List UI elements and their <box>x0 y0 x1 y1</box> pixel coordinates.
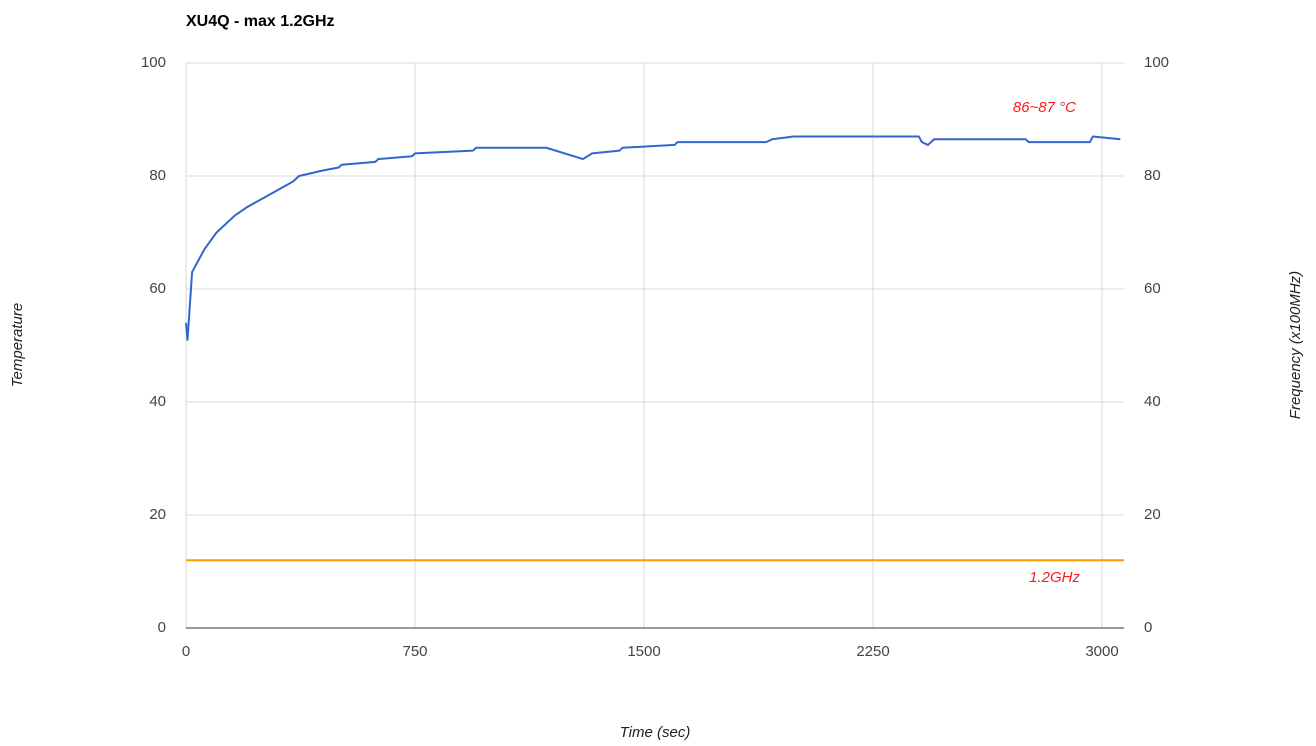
y2-tick-label: 60 <box>1144 280 1161 297</box>
y-tick-label: 20 <box>149 506 166 523</box>
y2-tick-label: 40 <box>1144 393 1161 410</box>
x-tick-label: 0 <box>182 643 190 660</box>
y-tick-label: 60 <box>149 280 166 297</box>
y2-tick-label: 0 <box>1144 619 1152 636</box>
x-axis-title: Time (sec) <box>620 724 691 741</box>
annotation: 1.2GHz <box>1029 569 1080 586</box>
data-line <box>185 135 1121 341</box>
y2-tick-label: 80 <box>1144 167 1161 184</box>
annotation: 86~87 °C <box>1013 99 1076 116</box>
x-tick-label: 2250 <box>856 643 889 660</box>
x-tick-label: 750 <box>402 643 427 660</box>
x-tick-label: 1500 <box>627 643 660 660</box>
y-tick-label: 40 <box>149 393 166 410</box>
y-tick-label: 80 <box>149 167 166 184</box>
y2-tick-label: 20 <box>1144 506 1161 523</box>
chart-title: XU4Q - max 1.2GHz <box>186 13 335 30</box>
y-tick-label: 100 <box>141 54 166 71</box>
y2-axis-title: Frequency (x100MHz) <box>1287 271 1304 419</box>
y-axis-title: Temperature <box>9 303 26 388</box>
y-tick-label: 0 <box>158 619 166 636</box>
x-tick-label: 3000 <box>1085 643 1118 660</box>
y2-tick-label: 100 <box>1144 54 1169 71</box>
